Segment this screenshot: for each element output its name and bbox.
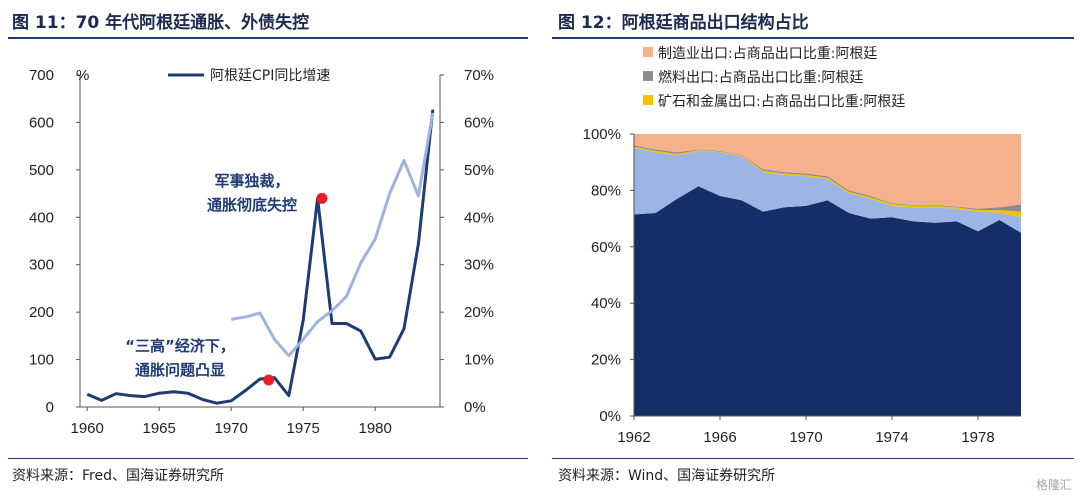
annotation-marker xyxy=(316,192,328,204)
left-legend-label: 阿根廷CPI同比增速 xyxy=(210,68,330,84)
left-title-rule xyxy=(8,37,528,39)
left-x-tick-label: 1970 xyxy=(215,420,248,437)
right-legend-label: 燃料出口:占商品出口比重:阿根廷 xyxy=(658,69,863,86)
left-y-tick-label: 700 xyxy=(29,67,54,84)
right-x-tick-label: 1962 xyxy=(617,429,650,446)
left-y2-tick-label: 40% xyxy=(464,209,494,226)
left-chart-title: 图 11：70 年代阿根廷通胀、外债失控 xyxy=(12,13,310,33)
left-source-rule xyxy=(8,458,528,459)
right-legend-swatch xyxy=(643,71,653,81)
left-y2-tick-label: 60% xyxy=(464,114,494,131)
area-series-manufactures xyxy=(634,134,1021,209)
area-series-light-blue xyxy=(634,148,1021,233)
cpi-series-line xyxy=(86,109,435,405)
area-series-dark-blue xyxy=(634,186,1021,416)
left-y-tick-label: 100 xyxy=(29,352,54,369)
right-chart-title: 图 12：阿根廷商品出口结构占比 xyxy=(558,13,809,33)
right-y-tick-label: 40% xyxy=(591,295,621,312)
right-legend-label: 制造业出口:占商品出口比重:阿根廷 xyxy=(658,46,877,62)
area-series-ores-metals xyxy=(634,146,1021,218)
left-x-tick-label: 1965 xyxy=(143,420,176,437)
annotation-text: “三高”经济下， xyxy=(125,337,235,355)
left-y2-tick-label: 0% xyxy=(464,399,486,416)
right-source-note: 资料来源：Wind、国海证券研究所 xyxy=(558,468,776,484)
annotation-text: 通胀彻底失控 xyxy=(207,196,297,214)
right-y-tick-label: 60% xyxy=(591,239,621,256)
left-x-tick-label: 1960 xyxy=(71,420,104,437)
right-legend-swatch xyxy=(643,47,653,57)
left-y-tick-label: 200 xyxy=(29,304,54,321)
annotation-marker xyxy=(263,374,275,386)
right-x-tick-label: 1970 xyxy=(789,429,822,446)
right-x-tick-label: 1978 xyxy=(961,429,994,446)
left-x-tick-label: 1980 xyxy=(359,420,392,437)
secondary-series-line xyxy=(230,112,435,358)
left-y-tick-label: 600 xyxy=(29,114,54,131)
left-y2-tick-label: 50% xyxy=(464,162,494,179)
left-y2-tick-label: 10% xyxy=(464,352,494,369)
left-y2-tick-label: 30% xyxy=(464,257,494,274)
left-y-tick-label: 400 xyxy=(29,209,54,226)
left-y-tick-label: 500 xyxy=(29,162,54,179)
right-legend-swatch xyxy=(643,95,653,105)
left-y-axis-unit: % xyxy=(76,67,89,84)
right-y-tick-label: 100% xyxy=(583,126,621,143)
right-legend-label: 矿石和金属出口:占商品出口比重:阿根廷 xyxy=(658,94,905,110)
watermark-logo: 格隆汇 xyxy=(1035,478,1072,492)
left-x-tick-label: 1975 xyxy=(287,420,320,437)
left-y2-tick-label: 20% xyxy=(464,304,494,321)
annotation-text: 军事独裁， xyxy=(214,172,289,190)
area-series-fuels xyxy=(634,145,1021,212)
right-y-tick-label: 20% xyxy=(591,352,621,369)
left-y-tick-label: 300 xyxy=(29,257,54,274)
right-x-tick-label: 1974 xyxy=(875,429,908,446)
right-x-tick-label: 1966 xyxy=(703,429,736,446)
left-source-note: 资料来源：Fred、国海证券研究所 xyxy=(12,468,224,484)
right-title-rule xyxy=(552,37,1074,39)
left-y2-tick-label: 70% xyxy=(464,67,494,84)
right-y-tick-label: 0% xyxy=(599,408,621,425)
right-y-tick-label: 80% xyxy=(591,182,621,199)
right-source-rule xyxy=(552,458,1074,459)
left-y-tick-label: 0 xyxy=(46,399,54,416)
annotation-text: 通胀问题凸显 xyxy=(135,361,225,379)
